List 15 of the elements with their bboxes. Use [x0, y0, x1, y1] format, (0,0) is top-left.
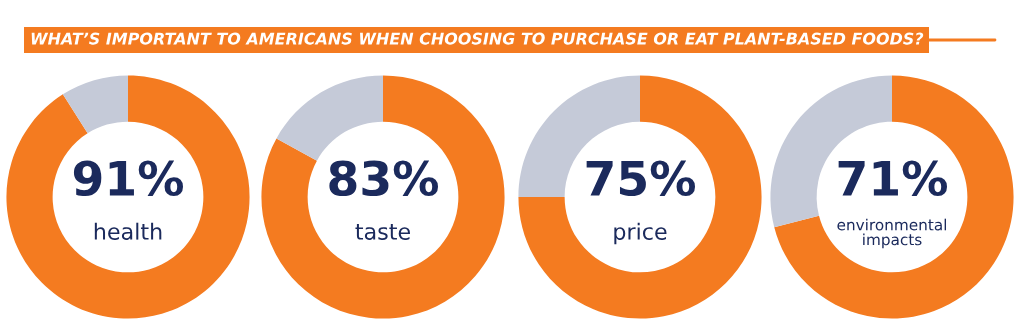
donut-slice: [62, 75, 128, 134]
text: WHAT’S IMPORTANT TO AMERICANS WHEN CHOOSING TO PURCHASE OR EAT PLANT-BASED FOODS?: [31, 32, 924, 45]
slice-label: health: [94, 222, 162, 240]
data-label: 71%: [838, 160, 948, 197]
donut-slice: [774, 75, 1014, 319]
data-label: 83%: [329, 160, 439, 197]
data-label: 91%: [73, 160, 184, 197]
donut-slice: [261, 75, 505, 319]
slice-label: taste: [355, 224, 410, 240]
donut-slice: [518, 75, 762, 319]
donut-slice: [6, 75, 250, 319]
donut-slice: [276, 75, 383, 161]
slice-label: price: [614, 222, 667, 245]
data-label: 75%: [586, 160, 696, 197]
slice-label: environmental impacts: [837, 218, 947, 249]
